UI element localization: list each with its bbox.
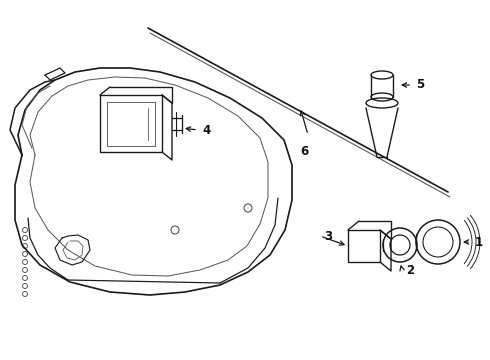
Bar — [348, 230, 380, 262]
Text: 2: 2 — [406, 264, 414, 276]
Text: 4: 4 — [202, 123, 210, 136]
Text: 1: 1 — [475, 235, 483, 248]
Text: 6: 6 — [300, 145, 308, 158]
Text: 3: 3 — [324, 230, 332, 243]
Text: 5: 5 — [416, 78, 424, 91]
